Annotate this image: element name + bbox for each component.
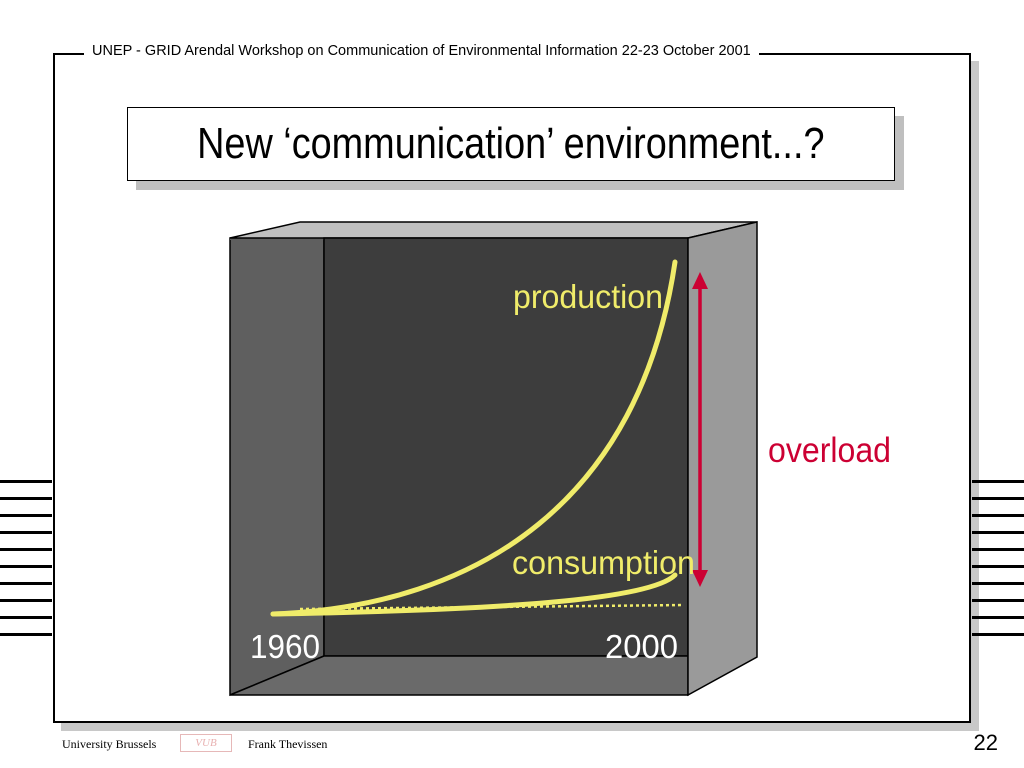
x-start-label: 1960 [250,628,320,665]
page-number: 22 [973,730,998,755]
x-end-label: 2000 [605,628,678,665]
overload-arrow-head-up [692,272,708,289]
production-label: production [513,278,663,315]
production-curve [270,259,678,617]
box-left-wall [229,237,325,697]
left-side-lines [0,480,52,650]
footer-institution: University Brussels [62,737,157,751]
box-right-wall [687,221,758,697]
slide-title: New ‘communication’ environment...? [197,119,825,168]
overload-label: overload [768,431,891,470]
box-top-face [229,221,758,239]
overload-arrow-head-down [692,570,708,587]
footer-logo: VUB [180,734,232,752]
footer-author: Frank Thevissen [248,737,328,751]
consumption-curve [270,572,678,617]
box-back-wall [323,237,689,657]
right-side-lines [972,480,1024,650]
header-text: UNEP - GRID Arendal Workshop on Communic… [84,43,759,59]
baseline-dotted [299,603,685,611]
title-box: New ‘communication’ environment...? [127,107,895,181]
consumption-label: consumption [512,544,695,581]
